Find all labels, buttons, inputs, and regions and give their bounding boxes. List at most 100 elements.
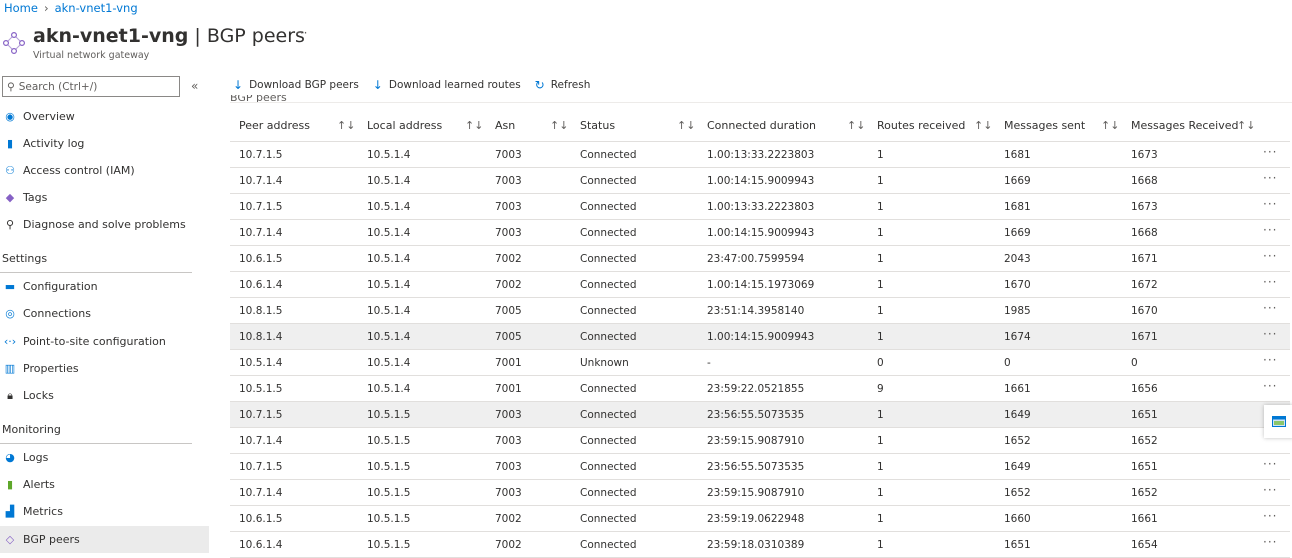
table-row[interactable]: 10.7.1.5 10.5.1.4 7003 Connected 1.00:13:33.… xyxy=(230,194,1290,220)
table-row[interactable]: 10.5.1.4 10.5.1.4 7001 Unknown - 0 0 0 ··· xyxy=(230,350,1290,376)
column-header-messages-sent[interactable]: Messages sent xyxy=(1004,119,1086,132)
row-divider xyxy=(230,219,1290,220)
cell-local-address: 10.5.1.5 xyxy=(367,487,411,499)
sidebar-item-point-to-site-configuration[interactable]: ‹·› Point-to-site configuration xyxy=(0,328,209,355)
refresh-button[interactable]: ↻ Refresh xyxy=(534,78,591,92)
cell-messages-received: 1672 xyxy=(1131,279,1158,291)
table-row[interactable]: 10.7.1.4 10.5.1.5 7003 Connected 23:59:15.90… xyxy=(230,480,1290,506)
sidebar-item-metrics[interactable]: ▟ Metrics xyxy=(0,498,209,525)
cell-asn: 7003 xyxy=(495,409,522,421)
table-row[interactable]: 10.8.1.4 10.5.1.4 7005 Connected 1.00:14:15.… xyxy=(230,324,1290,350)
cell-peer-address: 10.7.1.4 xyxy=(239,227,283,239)
table-row[interactable]: 10.7.1.5 10.5.1.5 7003 Connected 23:56:55.50… xyxy=(230,402,1290,428)
cell-routes-received: 1 xyxy=(877,175,884,187)
row-menu-button[interactable]: ··· xyxy=(1263,249,1278,263)
column-header-status[interactable]: Status xyxy=(580,119,616,132)
cell-status: Connected xyxy=(580,435,637,447)
sidebar-item-configuration[interactable]: ▬ Configuration xyxy=(0,273,209,300)
row-menu-button[interactable]: ··· xyxy=(1263,171,1278,185)
column-header-messages-received[interactable]: Messages Received xyxy=(1131,119,1239,132)
cell-messages-sent: 1669 xyxy=(1004,227,1031,239)
sort-icon[interactable]: ↑↓ xyxy=(550,119,569,132)
table-row[interactable]: 10.7.1.4 10.5.1.4 7003 Connected 1.00:14:15.… xyxy=(230,168,1290,194)
column-header-routes-received[interactable]: Routes received xyxy=(877,119,966,132)
column-header-peer-address[interactable]: Peer address xyxy=(239,119,311,132)
column-header-asn[interactable]: Asn xyxy=(495,119,516,132)
table-row[interactable]: 10.7.1.5 10.5.1.4 7003 Connected 1.00:13:33.… xyxy=(230,142,1290,168)
cell-peer-address: 10.6.1.5 xyxy=(239,513,283,525)
row-menu-button[interactable]: ··· xyxy=(1263,483,1278,497)
bgp-peers-icon: ◇ xyxy=(5,533,15,546)
cell-local-address: 10.5.1.4 xyxy=(367,149,411,161)
row-menu-button[interactable]: ··· xyxy=(1263,379,1278,393)
table-row[interactable]: 10.6.1.5 10.5.1.4 7002 Connected 23:47:00.75… xyxy=(230,246,1290,272)
row-menu-button[interactable]: ··· xyxy=(1263,353,1278,367)
sidebar-item-access-control-iam[interactable]: ⚇ Access control (IAM) xyxy=(0,157,209,184)
sort-icon[interactable]: ↑↓ xyxy=(677,119,696,132)
row-menu-button[interactable]: ··· xyxy=(1263,223,1278,237)
breadcrumb-resource[interactable]: akn-vnet1-vng xyxy=(54,1,138,15)
sort-icon[interactable]: ↑↓ xyxy=(974,119,993,132)
row-menu-button[interactable]: ··· xyxy=(1263,145,1278,159)
collapse-sidebar-button[interactable]: « xyxy=(191,79,199,93)
activity-log-icon: ▮ xyxy=(6,137,14,150)
cell-routes-received: 1 xyxy=(877,539,884,551)
cell-routes-received: 1 xyxy=(877,513,884,525)
sidebar-item-label: BGP peers xyxy=(23,533,80,546)
breadcrumb-home[interactable]: Home xyxy=(4,1,38,15)
table-row[interactable]: 10.6.1.4 10.5.1.5 7002 Connected 23:59:18.03… xyxy=(230,532,1290,558)
download-bgp-peers-button[interactable]: ↓ Download BGP peers xyxy=(233,78,359,92)
sidebar-item-connections[interactable]: ◎ Connections xyxy=(0,300,209,327)
sort-icon[interactable]: ↑↓ xyxy=(1237,119,1256,132)
table-row[interactable]: 10.7.1.5 10.5.1.5 7003 Connected 23:56:55.50… xyxy=(230,454,1290,480)
sidebar-item-properties[interactable]: ▥ Properties xyxy=(0,355,209,382)
column-header-local-address[interactable]: Local address xyxy=(367,119,443,132)
table-row[interactable]: 10.7.1.4 10.5.1.4 7003 Connected 1.00:14:15.… xyxy=(230,220,1290,246)
cell-routes-received: 1 xyxy=(877,305,884,317)
sort-icon[interactable]: ↑↓ xyxy=(847,119,866,132)
row-menu-button[interactable]: ··· xyxy=(1263,509,1278,523)
row-menu-button[interactable]: ··· xyxy=(1263,535,1278,549)
cell-status: Connected xyxy=(580,253,637,265)
more-options-button[interactable]: ··· xyxy=(296,26,308,40)
search-input[interactable]: ⚲ Search (Ctrl+/) xyxy=(2,76,180,97)
table-row[interactable]: 10.7.1.4 10.5.1.5 7003 Connected 23:59:15.90… xyxy=(230,428,1290,454)
cell-connected-duration: 1.00:14:15.9009943 xyxy=(707,331,815,343)
divider xyxy=(0,272,192,273)
breadcrumb-separator: › xyxy=(43,1,49,15)
table-row[interactable]: 10.5.1.5 10.5.1.4 7001 Connected 23:59:22.05… xyxy=(230,376,1290,402)
table-row[interactable]: 10.6.1.5 10.5.1.5 7002 Connected 23:59:19.06… xyxy=(230,506,1290,532)
sidebar-item-locks[interactable]: 🔒︎ Locks xyxy=(0,382,209,409)
sidebar-item-activity-log[interactable]: ▮ Activity log xyxy=(0,130,209,157)
feedback-widget[interactable] xyxy=(1264,405,1292,438)
row-menu-button[interactable]: ··· xyxy=(1263,457,1278,471)
cell-routes-received: 0 xyxy=(877,357,884,369)
sidebar-item-tags[interactable]: ◆ Tags xyxy=(0,184,209,211)
settings-section-title: Settings xyxy=(2,252,48,265)
row-menu-button[interactable]: ··· xyxy=(1263,301,1278,315)
sidebar-item-diagnose-and-solve-problems[interactable]: ⚲ Diagnose and solve problems xyxy=(0,211,209,238)
sidebar-item-overview[interactable]: ◉ Overview xyxy=(0,103,209,130)
sort-icon[interactable]: ↑↓ xyxy=(1101,119,1120,132)
sidebar-item-bgp-peers[interactable]: ◇ BGP peers xyxy=(0,526,209,553)
table-row[interactable]: 10.8.1.5 10.5.1.4 7005 Connected 23:51:14.39… xyxy=(230,298,1290,324)
cell-local-address: 10.5.1.5 xyxy=(367,409,411,421)
cell-messages-sent: 1681 xyxy=(1004,149,1031,161)
row-divider xyxy=(230,193,1290,194)
cell-connected-duration: 23:51:14.3958140 xyxy=(707,305,805,317)
download-learned-routes-button[interactable]: ↓ Download learned routes xyxy=(372,78,521,92)
table-row[interactable]: 10.6.1.4 10.5.1.4 7002 Connected 1.00:14:15.… xyxy=(230,272,1290,298)
cell-messages-sent: 1681 xyxy=(1004,201,1031,213)
sidebar-item-alerts[interactable]: ▮ Alerts xyxy=(0,471,209,498)
sidebar-item-logs[interactable]: ◕ Logs xyxy=(0,444,209,471)
column-header-connected-duration[interactable]: Connected duration xyxy=(707,119,817,132)
sort-icon[interactable]: ↑↓ xyxy=(337,119,356,132)
cell-local-address: 10.5.1.4 xyxy=(367,383,411,395)
tag-icon: ◆ xyxy=(5,191,15,204)
row-menu-button[interactable]: ··· xyxy=(1263,197,1278,211)
cell-connected-duration: 23:59:15.9087910 xyxy=(707,487,805,499)
toolbar: ↓ Download BGP peers ↓ Download learned ro… xyxy=(233,78,590,92)
sort-icon[interactable]: ↑↓ xyxy=(465,119,484,132)
row-menu-button[interactable]: ··· xyxy=(1263,275,1278,289)
row-menu-button[interactable]: ··· xyxy=(1263,327,1278,341)
